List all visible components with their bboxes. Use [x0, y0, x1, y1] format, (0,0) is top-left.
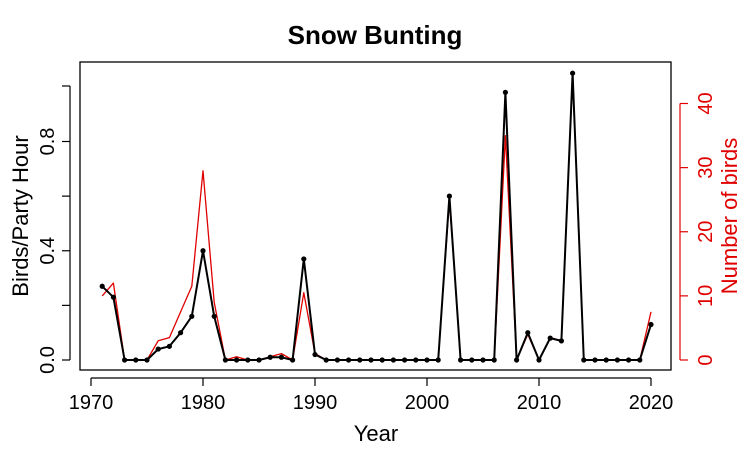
point-birds-per-party-hour-1993 — [346, 357, 352, 363]
point-birds-per-party-hour-1994 — [357, 357, 363, 363]
point-birds-per-party-hour-1979 — [189, 313, 195, 319]
point-birds-per-party-hour-1998 — [402, 357, 408, 363]
point-birds-per-party-hour-1991 — [323, 357, 329, 363]
point-birds-per-party-hour-2020 — [648, 321, 654, 328]
point-birds-per-party-hour-1996 — [379, 357, 385, 363]
series-line-birds-per-party-hour — [101, 72, 652, 361]
point-birds-per-party-hour-1972 — [110, 294, 116, 300]
y2-tick-label-3: 30 — [695, 157, 717, 179]
point-birds-per-party-hour-1978 — [178, 330, 184, 336]
y2-axis-label: Number of birds — [717, 138, 742, 295]
point-birds-per-party-hour-2009 — [525, 330, 531, 336]
y2-tick-label-4: 40 — [695, 92, 717, 114]
point-birds-per-party-hour-2018 — [626, 357, 632, 363]
point-birds-per-party-hour-2013 — [570, 70, 576, 76]
point-birds-per-party-hour-1999 — [413, 357, 419, 363]
point-birds-per-party-hour-1975 — [144, 357, 150, 363]
point-birds-per-party-hour-2017 — [614, 357, 621, 363]
y-tick-label-2: 0.8 — [37, 128, 59, 156]
point-birds-per-party-hour-2016 — [603, 357, 609, 363]
y-tick-label-1: 0.4 — [37, 237, 59, 265]
point-birds-per-party-hour-2012 — [558, 338, 565, 344]
point-birds-per-party-hour-2019 — [637, 357, 643, 363]
series-line-number-of-birds — [101, 73, 652, 361]
y-axis: 0.0 0.4 0.8 — [37, 85, 71, 374]
point-birds-per-party-hour-2002 — [446, 193, 452, 199]
point-birds-per-party-hour-1987 — [278, 354, 284, 360]
point-birds-per-party-hour-2006 — [491, 357, 497, 363]
point-birds-per-party-hour-1982 — [222, 357, 228, 363]
point-birds-per-party-hour-1988 — [290, 357, 296, 363]
series-layer — [99, 70, 654, 363]
point-birds-per-party-hour-2000 — [424, 357, 430, 363]
point-birds-per-party-hour-1980 — [200, 248, 206, 254]
point-birds-per-party-hour-2008 — [514, 357, 520, 363]
point-birds-per-party-hour-1977 — [166, 343, 172, 349]
x-tick-label-3: 2000 — [405, 392, 450, 414]
point-birds-per-party-hour-2014 — [581, 357, 587, 363]
chart-title: Snow Bunting — [288, 20, 463, 50]
point-birds-per-party-hour-2010 — [536, 357, 542, 363]
point-birds-per-party-hour-1997 — [390, 357, 396, 363]
point-birds-per-party-hour-1983 — [234, 357, 240, 363]
point-birds-per-party-hour-1973 — [122, 357, 128, 363]
point-birds-per-party-hour-2004 — [469, 357, 475, 363]
point-birds-per-party-hour-1974 — [133, 357, 139, 363]
x-axis: 1970 1980 1990 2000 2010 2020 — [69, 377, 674, 414]
point-birds-per-party-hour-1976 — [155, 346, 161, 352]
point-birds-per-party-hour-2003 — [458, 357, 464, 363]
plot-frame — [79, 61, 672, 371]
y2-tick-label-0: 0 — [695, 354, 717, 365]
point-birds-per-party-hour-1985 — [256, 357, 262, 363]
point-birds-per-party-hour-1981 — [211, 313, 217, 319]
y-axis-label: Birds/Party Hour — [8, 135, 33, 296]
x-tick-label-2: 1990 — [293, 392, 338, 414]
y2-tick-label-1: 10 — [695, 285, 717, 307]
x-tick-label-0: 1970 — [69, 392, 114, 414]
point-birds-per-party-hour-1989 — [301, 256, 307, 262]
y-tick-label-0: 0.0 — [37, 346, 59, 374]
point-birds-per-party-hour-2011 — [547, 335, 553, 341]
point-birds-per-party-hour-2005 — [480, 357, 486, 363]
x-axis-label: Year — [354, 421, 398, 446]
point-birds-per-party-hour-1971 — [99, 283, 105, 289]
point-birds-per-party-hour-1992 — [334, 357, 340, 363]
point-birds-per-party-hour-2007 — [502, 89, 508, 95]
point-birds-per-party-hour-1990 — [312, 351, 318, 358]
x-tick-label-1: 1980 — [181, 392, 226, 414]
point-birds-per-party-hour-1984 — [245, 357, 251, 363]
point-birds-per-party-hour-2001 — [435, 357, 441, 363]
x-tick-label-4: 2010 — [517, 392, 562, 414]
point-birds-per-party-hour-2015 — [592, 357, 598, 363]
point-birds-per-party-hour-1986 — [267, 354, 273, 360]
y2-tick-label-2: 20 — [695, 221, 717, 243]
x-tick-label-5: 2020 — [629, 392, 674, 414]
y2-axis: 0 10 20 30 40 — [679, 92, 717, 366]
point-birds-per-party-hour-1995 — [368, 357, 374, 363]
